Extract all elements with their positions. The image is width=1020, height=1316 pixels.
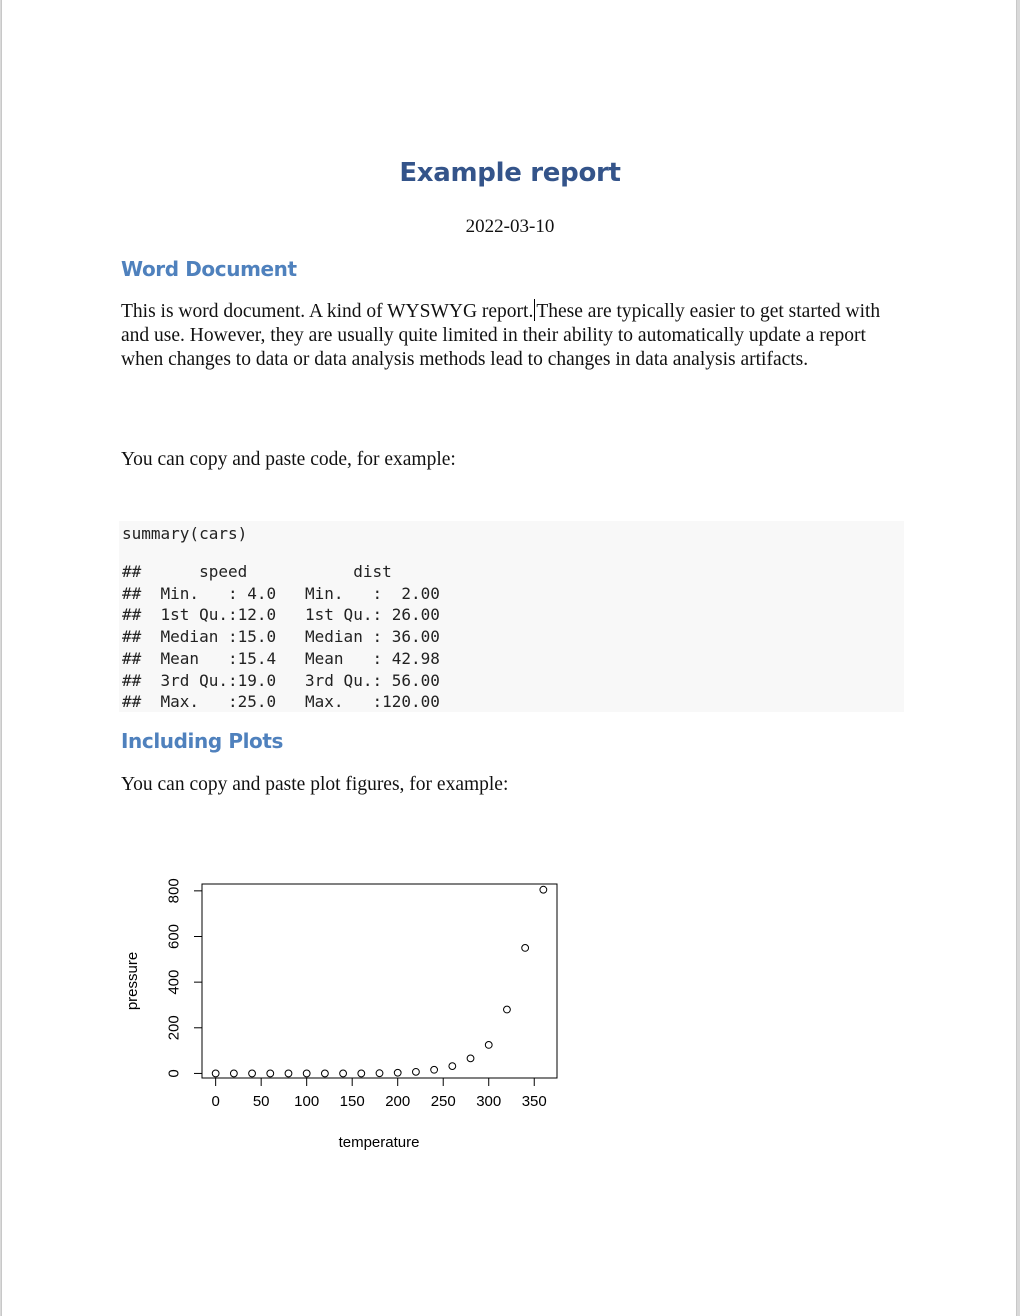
data-point [248,1069,256,1078]
data-point [521,944,530,952]
data-point [503,1005,511,1014]
x-axis: 0 50 100 150 200 250 300 350 [211,1077,547,1110]
text-cursor [534,299,536,321]
data-point [266,1069,275,1078]
data-point [539,885,548,894]
code-command: summary(cars) [122,524,248,543]
y-axis: 0 200 400 600 800 [166,878,203,1078]
data-point [466,1054,475,1063]
x-tick-label: 150 [340,1093,365,1110]
y-axis-label: pressure [124,952,141,1010]
data-point [284,1069,293,1078]
data-point [320,1069,329,1078]
data-point [229,1069,238,1078]
y-tick-label: 800 [166,878,183,903]
code-intro-paragraph: You can copy and paste code, for example… [121,449,456,470]
x-tick-label: 250 [431,1093,456,1110]
document-title: Example report [399,158,621,188]
data-point [302,1069,311,1078]
x-tick-label: 300 [476,1093,501,1110]
data-point [412,1067,420,1076]
x-tick-label: 100 [294,1093,319,1110]
data-point [393,1068,402,1077]
y-tick-label: 400 [166,970,183,995]
plot-box [201,883,558,1079]
data-point [484,1041,493,1049]
document-date: 2022-03-10 [465,216,555,237]
data-point [211,1069,220,1078]
x-tick-label: 350 [522,1093,547,1110]
y-tick-label: 600 [166,924,183,949]
x-tick-label: 50 [253,1093,270,1110]
data-point [430,1065,439,1074]
y-tick-label: 0 [166,1069,183,1077]
x-tick-label: 200 [385,1093,410,1110]
plots-intro-paragraph: You can copy and paste plot figures, for… [121,774,509,795]
data-point [448,1062,457,1071]
code-block: summary(cars) ## speed dist ## Min. : 4.… [119,521,904,712]
code-output: ## speed dist ## Min. : 4.0 Min. : 2.00 … [122,562,440,712]
data-points [211,885,548,1078]
x-axis-label: temperature [339,1134,420,1151]
intro-paragraph-part2: These are typically easier to get starte… [121,301,881,370]
section-heading-word-document: Word Document [121,257,297,281]
pressure-temperature-scatter-plot: 0 50 100 150 200 250 300 350 0 200 400 600 800 temp… [124,878,558,1151]
intro-paragraph-part1: This is word document. A kind of WYSWYG … [121,301,534,322]
data-point [357,1069,366,1078]
y-tick-label: 200 [166,1015,183,1040]
section-heading-including-plots: Including Plots [121,729,284,753]
x-tick-label: 0 [211,1093,219,1110]
intro-paragraph[interactable]: This is word document. A kind of WYSWYG … [121,299,911,372]
data-point [339,1069,347,1078]
data-point [375,1069,384,1078]
